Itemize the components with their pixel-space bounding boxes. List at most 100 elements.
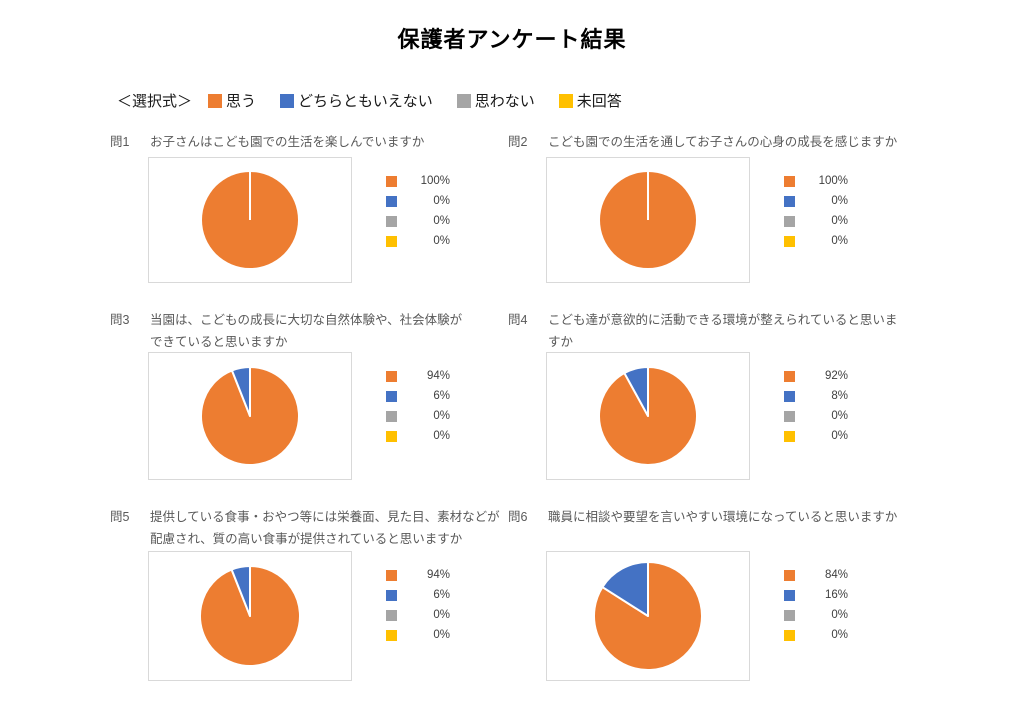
legend-entry: 0%: [386, 605, 450, 625]
legend-entry: 100%: [784, 171, 848, 191]
noanswer-swatch-icon: [784, 235, 795, 247]
question-row: 問5 提供している食事・おやつ等には栄養面、見た目、素材などが 配慮され、質の高…: [110, 506, 500, 550]
percent-value: 94%: [426, 569, 450, 581]
percent-value: 0%: [433, 629, 450, 641]
page-title: 保護者アンケート結果: [397, 27, 627, 52]
agree-swatch-icon: [208, 93, 223, 108]
question-text: こども園での生活を通してお子さんの心身の成長を感じますか: [548, 135, 898, 149]
legend-entry: 6%: [386, 585, 450, 605]
legend-entry: 94%: [386, 565, 450, 585]
agree-swatch-icon: [386, 175, 397, 187]
pie-legend-q5: 94% 6% 0% 0%: [386, 565, 450, 645]
noanswer-swatch-icon: [784, 430, 795, 442]
main-legend: ＜選択式＞ 思う どちらともいえない 思わない 未回答: [117, 90, 646, 111]
percent-value: 0%: [433, 195, 450, 207]
legend-item-label: 未回答: [576, 93, 622, 110]
legend-entry: 0%: [386, 426, 450, 446]
chart-block-q4: 問4 こども達が意欲的に活動できる環境が整えられていると思いますか 92% 8%…: [508, 309, 908, 489]
legend-entry: 0%: [386, 625, 450, 645]
question-number: 問6: [508, 510, 528, 524]
legend-entry: 84%: [784, 565, 848, 585]
question-text: お子さんはこども園での生活を楽しんでいますか: [150, 135, 425, 149]
disagree-swatch-icon: [386, 410, 397, 422]
pie-legend-q4: 92% 8% 0% 0%: [784, 366, 848, 446]
legend-entry: 0%: [784, 191, 848, 211]
disagree-swatch-icon: [784, 410, 795, 422]
disagree-swatch-icon: [784, 215, 795, 227]
neither-swatch-icon: [386, 390, 397, 402]
legend-item-label: どちらともいえない: [298, 93, 433, 110]
legend-item-noanswer: 未回答: [558, 90, 622, 111]
question-text: こども達が意欲的に活動できる環境が整えられていると思いますか: [548, 313, 898, 349]
legend-entry: 0%: [784, 605, 848, 625]
legend-entry: 0%: [784, 426, 848, 446]
chart-block-q1: 問1 お子さんはこども園での生活を楽しんでいますか 100% 0% 0% 0%: [110, 131, 510, 311]
question-row: 問6 職員に相談や要望を言いやすい環境になっていると思いますか: [508, 506, 897, 528]
pie-legend-q1: 100% 0% 0% 0%: [386, 171, 450, 251]
noanswer-swatch-icon: [784, 629, 795, 641]
percent-value: 6%: [433, 589, 450, 601]
question-number: 問5: [110, 510, 130, 524]
legend-entry: 0%: [784, 231, 848, 251]
question-text: 提供している食事・おやつ等には栄養面、見た目、素材などが 配慮され、質の高い食事…: [150, 510, 500, 546]
pie-legend-q3: 94% 6% 0% 0%: [386, 366, 450, 446]
disagree-swatch-icon: [386, 215, 397, 227]
pie-chart-q3: [148, 352, 352, 480]
disagree-swatch-icon: [456, 93, 471, 108]
legend-entry: 0%: [386, 406, 450, 426]
legend-entry: 100%: [386, 171, 450, 191]
neither-swatch-icon: [386, 589, 397, 601]
neither-swatch-icon: [784, 589, 795, 601]
percent-value: 100%: [818, 175, 848, 187]
chart-block-q5: 問5 提供している食事・おやつ等には栄養面、見た目、素材などが 配慮され、質の高…: [110, 506, 510, 686]
percent-value: 0%: [433, 235, 450, 247]
percent-value: 8%: [831, 390, 848, 402]
percent-value: 0%: [831, 235, 848, 247]
percent-value: 6%: [433, 390, 450, 402]
pie-legend-q2: 100% 0% 0% 0%: [784, 171, 848, 251]
percent-value: 0%: [433, 410, 450, 422]
noanswer-swatch-icon: [386, 430, 397, 442]
legend-entry: 92%: [784, 366, 848, 386]
noanswer-swatch-icon: [386, 629, 397, 641]
legend-entry: 0%: [386, 191, 450, 211]
pie-chart-q4: [546, 352, 750, 480]
pie-legend-q6: 84% 16% 0% 0%: [784, 565, 848, 645]
percent-value: 0%: [831, 215, 848, 227]
pie-chart-q1: [148, 157, 352, 283]
percent-value: 16%: [824, 589, 848, 601]
agree-swatch-icon: [784, 370, 795, 382]
chart-block-q6: 問6 職員に相談や要望を言いやすい環境になっていると思いますか 84% 16% …: [508, 506, 908, 686]
percent-value: 0%: [831, 195, 848, 207]
legend-entry: 0%: [784, 625, 848, 645]
chart-block-q2: 問2 こども園での生活を通してお子さんの心身の成長を感じますか 100% 0% …: [508, 131, 908, 311]
noanswer-swatch-icon: [386, 235, 397, 247]
legend-entry: 0%: [784, 211, 848, 231]
legend-entry: 94%: [386, 366, 450, 386]
disagree-swatch-icon: [386, 609, 397, 621]
percent-value: 100%: [420, 175, 450, 187]
question-text: 職員に相談や要望を言いやすい環境になっていると思いますか: [548, 510, 898, 524]
percent-value: 0%: [433, 215, 450, 227]
legend-item-agree: 思う: [208, 90, 256, 111]
question-row: 問2 こども園での生活を通してお子さんの心身の成長を感じますか: [508, 131, 897, 153]
question-number: 問3: [110, 313, 130, 327]
neither-swatch-icon: [386, 195, 397, 207]
agree-swatch-icon: [386, 569, 397, 581]
question-number: 問4: [508, 313, 528, 327]
legend-prefix: ＜選択式＞: [117, 93, 193, 110]
percent-value: 0%: [831, 410, 848, 422]
legend-entry: 0%: [386, 231, 450, 251]
percent-value: 0%: [433, 609, 450, 621]
legend-item-label: 思う: [226, 93, 257, 110]
question-row: 問4 こども達が意欲的に活動できる環境が整えられていると思いますか: [508, 309, 908, 353]
agree-swatch-icon: [784, 569, 795, 581]
question-number: 問2: [508, 135, 528, 149]
agree-swatch-icon: [784, 175, 795, 187]
percent-value: 0%: [831, 430, 848, 442]
percent-value: 94%: [426, 370, 450, 382]
pie-chart-q5: [148, 551, 352, 681]
percent-value: 92%: [824, 370, 848, 382]
question-row: 問3 当園は、こどもの成長に大切な自然体験や、社会体験が できていると思いますか: [110, 309, 462, 353]
